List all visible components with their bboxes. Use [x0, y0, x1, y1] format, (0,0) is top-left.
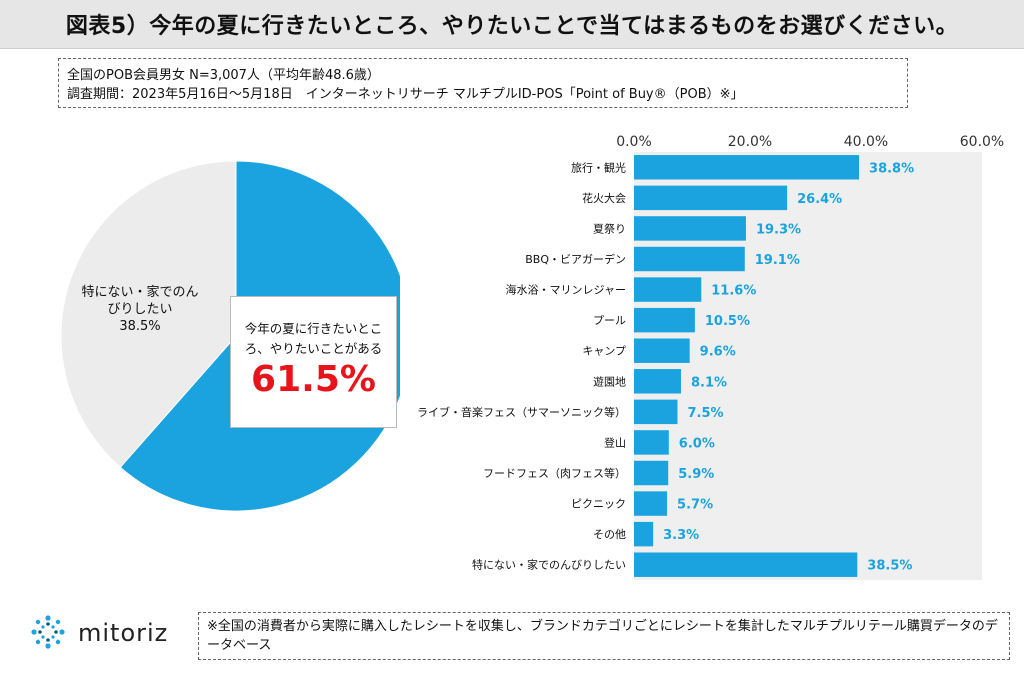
bar [634, 246, 745, 272]
pie-callout-caption: 今年の夏に行きたいところ、やりたいことがある [244, 321, 383, 356]
pie-label-other: 特にない・家でのんびりしたい 38.5% [80, 284, 200, 335]
category-label: キャンプ [582, 345, 626, 358]
value-label: 3.3% [663, 528, 699, 543]
bar [634, 369, 681, 394]
pie-callout: 今年の夏に行きたいところ、やりたいことがある 61.5% [230, 296, 397, 428]
bar [634, 338, 690, 363]
category-label: ピクニック [571, 498, 626, 511]
survey-info-line2: 調査期間：2023年5月16日～5月18日 インターネットリサーチ マルチプルI… [67, 87, 744, 102]
category-label: その他 [593, 528, 626, 541]
category-label: BBQ・ビアガーデン [525, 252, 626, 266]
pie-callout-value: 61.5% [251, 359, 376, 400]
value-label: 10.5% [705, 314, 750, 329]
value-label: 5.7% [677, 498, 713, 513]
mitoriz-logo: mitoriz [26, 612, 196, 652]
value-label: 38.8% [869, 161, 914, 176]
footnote-box: ※全国の消費者から実際に購入したレシートを収集し、ブランドカテゴリごとにレシート… [198, 612, 1010, 660]
category-label: 海水浴・マリンレジャー [506, 283, 626, 297]
bar [634, 216, 746, 241]
value-label: 19.3% [756, 222, 801, 237]
bar [634, 460, 669, 486]
bar [634, 185, 788, 211]
value-label: 26.4% [797, 192, 842, 207]
x-tick-label: 60.0% [960, 134, 1004, 150]
value-label: 8.1% [691, 375, 727, 390]
chart-title: 図表5）今年の夏に行きたいところ、やりたいことで当てはまるものをお選びください。 [65, 14, 959, 39]
category-label: プール [593, 314, 626, 327]
bar [634, 521, 654, 547]
category-label: 花火大会 [582, 191, 626, 205]
x-tick-label: 20.0% [728, 134, 772, 150]
bar [634, 430, 669, 455]
bar-chart: 0.0% 20.0% 40.0% 60.0% 旅行・観光 38.8% 花火大会 26.4% 夏祭… [417, 134, 1004, 580]
category-label: 特にない・家でのんびりしたい [472, 558, 626, 572]
value-label: 19.1% [755, 253, 800, 268]
category-label: 登山 [604, 435, 626, 449]
value-label: 38.5% [867, 559, 912, 574]
category-label: 旅行・観光 [571, 160, 626, 174]
pie-slice-none [60, 160, 237, 468]
survey-info-box: 全国のPOB会員男女 N=3,007人（平均年齢48.6歳） 調査期間：2023… [58, 58, 908, 108]
bar [634, 491, 668, 516]
value-label: 6.0% [679, 436, 715, 451]
pie-label-other-value: 38.5% [119, 319, 161, 334]
bar [634, 399, 678, 425]
survey-info-line1: 全国のPOB会員男女 N=3,007人（平均年齢48.6歳） [67, 68, 380, 83]
title-bar: 図表5）今年の夏に行きたいところ、やりたいことで当てはまるものをお選びください。 [0, 0, 1024, 49]
category-label: フードフェス（肉フェス等） [483, 466, 626, 480]
category-label: 遊園地 [593, 374, 626, 388]
category-label: ライブ・音楽フェス（サマーソニック等） [417, 405, 626, 419]
bar [634, 552, 858, 577]
x-tick-label: 0.0% [616, 134, 652, 150]
bar [634, 277, 702, 302]
value-label: 5.9% [678, 467, 714, 482]
pie-label-other-text: 特にない・家でのんびりしたい [81, 285, 199, 317]
category-label: 夏祭り [593, 222, 626, 235]
bar [634, 155, 860, 180]
value-label: 11.6% [711, 284, 756, 299]
x-tick-label: 40.0% [844, 134, 888, 150]
logo-icon [31, 615, 65, 649]
footnote-text: ※全国の消費者から実際に購入したレシートを収集し、ブランドカテゴリごとにレシート… [207, 619, 998, 653]
logo-text: mitoriz [78, 619, 169, 647]
bar [634, 307, 695, 333]
value-label: 7.5% [688, 406, 724, 421]
value-label: 9.6% [700, 345, 736, 360]
